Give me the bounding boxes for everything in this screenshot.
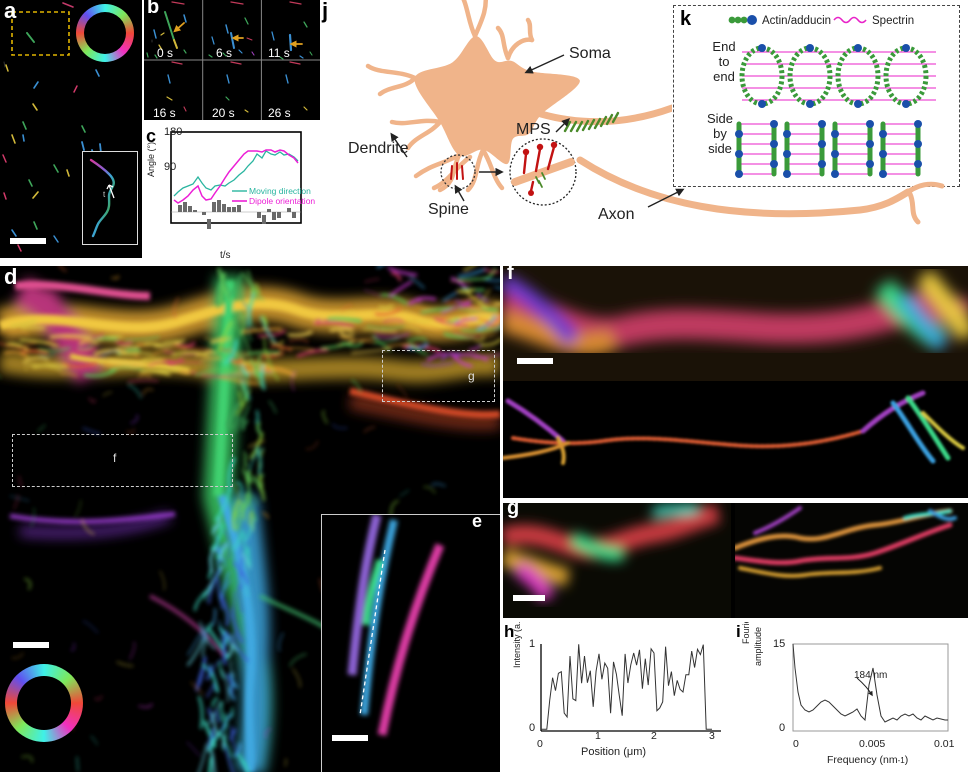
svg-text:Dipole orientation: Dipole orientation bbox=[249, 196, 315, 206]
svg-text:Spectrin: Spectrin bbox=[872, 15, 914, 27]
svg-text:Actin/adducin: Actin/adducin bbox=[762, 15, 831, 27]
svg-text:Moving direction: Moving direction bbox=[249, 186, 311, 196]
